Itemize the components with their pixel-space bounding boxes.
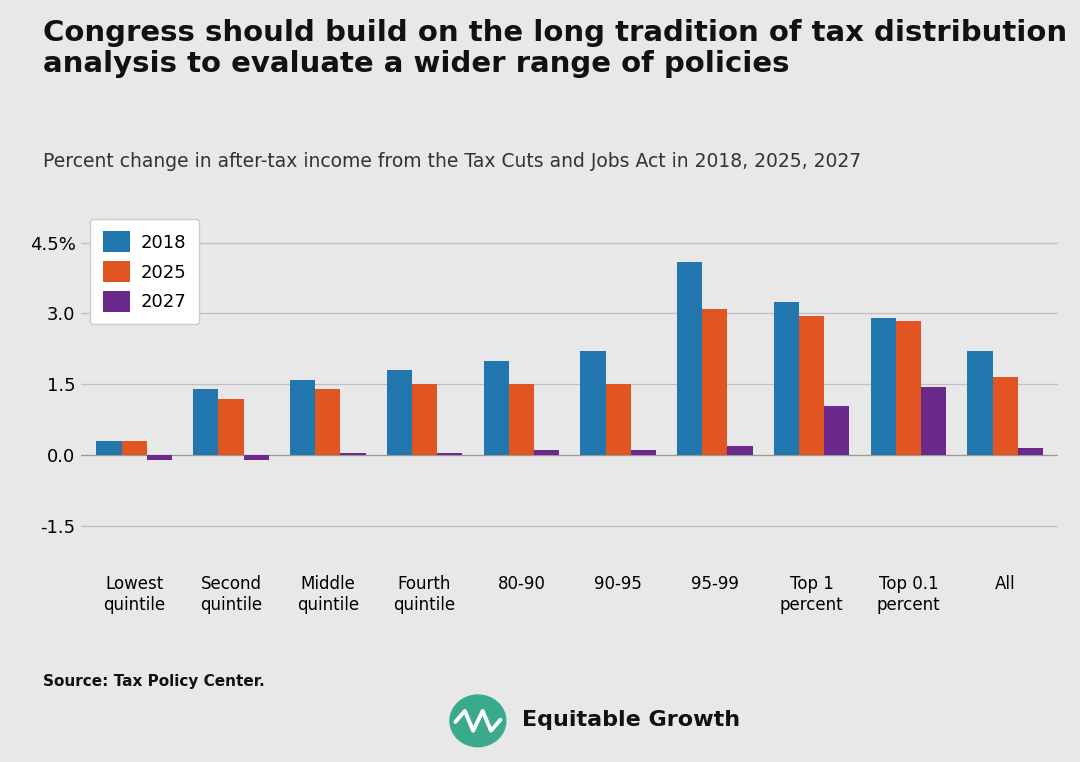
Bar bbox=[870, 319, 895, 455]
Bar bbox=[534, 450, 559, 455]
Bar bbox=[122, 441, 147, 455]
Bar bbox=[96, 441, 122, 455]
Text: Equitable Growth: Equitable Growth bbox=[522, 710, 740, 730]
Bar bbox=[218, 399, 244, 455]
Bar bbox=[484, 360, 509, 455]
Bar bbox=[1017, 448, 1043, 455]
Text: Source: Tax Policy Center.: Source: Tax Policy Center. bbox=[43, 674, 265, 690]
Bar bbox=[509, 384, 534, 455]
Legend: 2018, 2025, 2027: 2018, 2025, 2027 bbox=[90, 219, 199, 325]
Bar bbox=[437, 453, 462, 455]
Bar bbox=[728, 446, 753, 455]
Bar bbox=[921, 386, 946, 455]
Bar bbox=[244, 455, 269, 460]
Bar bbox=[895, 321, 921, 455]
Circle shape bbox=[450, 695, 505, 747]
Text: Percent change in after-tax income from the Tax Cuts and Jobs Act in 2018, 2025,: Percent change in after-tax income from … bbox=[43, 152, 862, 171]
Bar bbox=[993, 377, 1017, 455]
Bar bbox=[291, 379, 315, 455]
Bar bbox=[411, 384, 437, 455]
Bar bbox=[147, 455, 172, 460]
Bar bbox=[340, 453, 365, 455]
Bar bbox=[774, 302, 799, 455]
Bar bbox=[824, 405, 849, 455]
Text: Congress should build on the long tradition of tax distribution
analysis to eval: Congress should build on the long tradit… bbox=[43, 19, 1067, 78]
Bar bbox=[799, 315, 824, 455]
Bar bbox=[677, 261, 702, 455]
Bar bbox=[580, 351, 606, 455]
Bar bbox=[606, 384, 631, 455]
Bar bbox=[315, 389, 340, 455]
Bar bbox=[968, 351, 993, 455]
Bar bbox=[193, 389, 218, 455]
Bar bbox=[702, 309, 728, 455]
Bar bbox=[631, 450, 656, 455]
Bar bbox=[387, 370, 411, 455]
